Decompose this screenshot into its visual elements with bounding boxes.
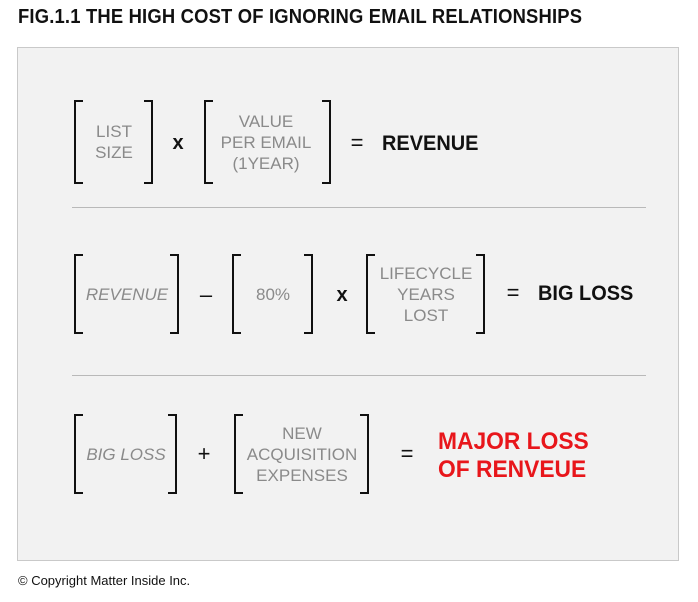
term-line: EXPENSES <box>256 465 348 485</box>
term-line: ACQUISITION <box>246 444 358 464</box>
term-line: NEW <box>282 423 322 443</box>
figure-title: FIG.1.1 THE HIGH COST OF IGNORING EMAIL … <box>18 6 583 28</box>
term-line: PER EMAIL <box>220 132 312 152</box>
result-line: OF RENVEUE <box>438 456 587 483</box>
result-big-loss: BIG LOSS <box>538 282 634 305</box>
bracket-right <box>168 414 177 494</box>
term-new-acquisition-expenses: NEW ACQUISITION EXPENSES <box>244 414 360 494</box>
term-line: REVENUE <box>85 284 169 304</box>
equals-operator: = <box>400 441 414 466</box>
result-major-loss: MAJOR LOSS OF RENVEUE <box>438 428 589 484</box>
plus-operator: + <box>197 441 211 466</box>
term-lifecycle-years-lost: LIFECYCLE YEARS LOST <box>376 254 476 334</box>
result-line: MAJOR LOSS <box>438 428 589 455</box>
term-value-per-email: VALUE PER EMAIL (1YEAR) <box>214 100 318 184</box>
bracket-right <box>170 254 179 334</box>
bracket-right <box>304 254 313 334</box>
term-line: YEARS <box>397 284 455 304</box>
equation-panel: LIST SIZE x VALUE PER EMAIL (1YEAR) = RE… <box>17 47 679 561</box>
equals-operator: = <box>506 280 520 305</box>
term-line: LOST <box>403 305 449 325</box>
bracket-left <box>234 414 243 494</box>
equals-operator: = <box>350 130 364 155</box>
term-line: (1YEAR) <box>232 153 300 173</box>
term-line: LIFECYCLE <box>379 263 473 283</box>
bracket-right <box>144 100 153 184</box>
row-divider <box>72 375 646 376</box>
term-80-percent: 80% <box>242 254 304 334</box>
term-revenue: REVENUE <box>84 254 170 334</box>
multiply-operator: x <box>336 284 348 306</box>
bracket-right <box>322 100 331 184</box>
minus-operator: – <box>199 282 213 307</box>
bracket-left <box>74 254 83 334</box>
bracket-right <box>360 414 369 494</box>
term-list-size: LIST SIZE <box>84 100 144 184</box>
term-line: BIG LOSS <box>86 444 166 464</box>
row-divider <box>72 207 646 208</box>
term-big-loss: BIG LOSS <box>84 414 168 494</box>
result-revenue: REVENUE <box>382 132 479 155</box>
term-line: 80% <box>255 284 291 304</box>
term-line: LIST <box>96 122 132 141</box>
bracket-left <box>232 254 241 334</box>
bracket-left <box>366 254 375 334</box>
term-line: SIZE <box>95 143 133 162</box>
term-line: VALUE <box>238 111 294 131</box>
bracket-left <box>204 100 213 184</box>
bracket-left <box>74 414 83 494</box>
bracket-left <box>74 100 83 184</box>
bracket-right <box>476 254 485 334</box>
multiply-operator: x <box>172 132 184 154</box>
copyright-notice: © Copyright Matter Inside Inc. <box>18 573 191 588</box>
